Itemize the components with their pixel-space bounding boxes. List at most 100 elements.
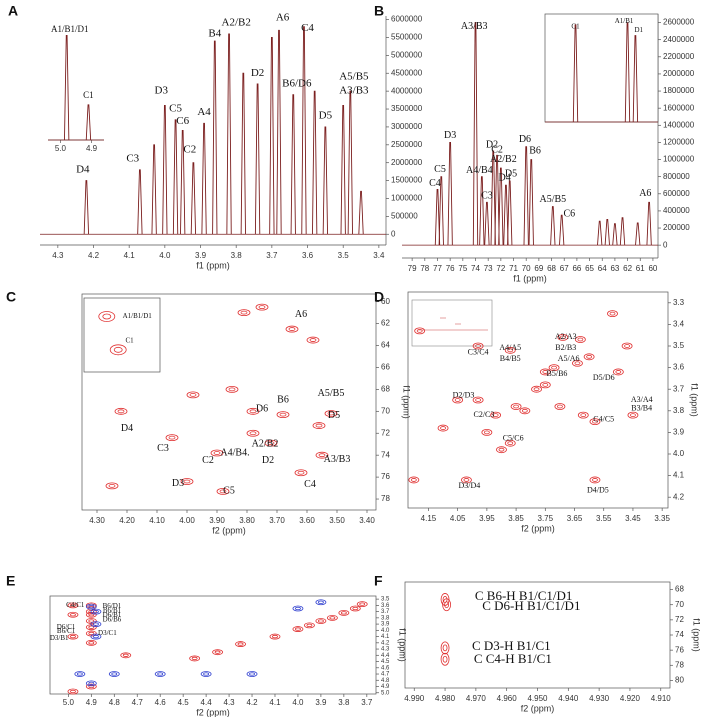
contour-peak [452,396,464,404]
contour-inner [475,344,482,348]
contour-outer [583,353,595,361]
x-tick-label: 3.65 [567,514,583,523]
peak-label: A6 [295,309,307,320]
peak [597,220,603,246]
y-tick-label: 3.7 [381,609,390,615]
y-tick-label: 2400000 [663,35,695,44]
x-tick-label: 5.0 [55,144,67,153]
x-tick-label: 3.60 [299,516,315,525]
peak-label: C3 [126,153,139,165]
contour-outer [237,309,251,317]
x-axis-label: f2 (ppm) [521,703,555,713]
contour-inner [592,419,598,424]
x-tick-label: 3.35 [654,514,670,523]
contour-inner [117,409,125,414]
contour-peak [67,688,79,695]
contour-inner [624,344,631,348]
x-tick-label: 4.00 [179,516,195,525]
peak [635,222,641,246]
peak-label: D3 [155,85,169,97]
contour-peak [85,639,97,646]
contour-outer [154,671,166,677]
contour-inner [213,451,221,455]
contour-outer [264,439,278,447]
contour-inner [454,398,461,402]
contour-peak [67,633,79,640]
contour-outer [85,639,97,646]
y-tick-label: 400000 [663,206,690,215]
peak [276,29,282,235]
y-tick-label: 4.1 [381,634,390,640]
peak-label: B6 [529,145,541,156]
x-tick-label: 4.20 [119,516,135,525]
x-tick-label: 73 [484,264,493,273]
contour-peak [264,439,278,447]
peak-label: C C4-H B1/C1 [474,651,552,666]
peak-label: C4/C1 [66,601,85,609]
contour-peak [237,309,251,317]
x-tick-label: 4.10 [149,516,165,525]
peak-label: C3 [157,443,169,454]
peak-label: C B6-H B1/C1/D1 [475,588,573,603]
contour-peak [539,381,551,389]
contour-peak [315,451,329,459]
contour-inner [492,413,499,418]
peak-label: D6 [256,403,268,414]
contour-inner [122,653,129,657]
plot-frame [544,13,659,123]
y-tick-label: 0 [391,229,396,238]
x-tick-label: 4.950 [527,694,548,703]
peak-label: D2/D3 [453,391,475,400]
contour-peak [306,336,320,344]
contour-outer [294,469,308,477]
plot-frame [83,297,161,373]
contour-peak [109,344,127,356]
peak [472,22,479,246]
contour-peak [496,446,507,454]
y-tick-label: 3000000 [391,122,423,131]
contour-inner [88,684,95,689]
contour-outer [577,411,589,419]
x-tick-label: 4.4 [201,698,213,707]
y-tick-label: 0 [663,240,668,249]
y-tick-label: 4.0 [673,449,685,458]
contour-inner [214,650,221,654]
y-tick-label: 4.2 [673,492,685,501]
contour-inner [168,435,176,440]
peak-label: A4/B4 [466,165,493,176]
y-tick-label: 64 [381,341,390,350]
contour-inner [70,603,76,608]
peak-label: C5 [223,486,235,497]
y-tick-label: 3.6 [673,363,685,372]
y-tick-label: 3.5 [381,597,390,603]
peak-label: C3/C4 [468,347,489,356]
contour-peak [189,655,201,662]
contour-peak [246,407,260,415]
y-tick-label: 5.0 [381,690,390,696]
contour-outer [67,688,79,695]
panel-letter: F [374,573,383,589]
peak [550,206,556,246]
y-tick-label: 70 [381,406,390,415]
contour-inner [88,619,95,623]
peak-label: C6 [176,115,189,127]
peak-label: C2 [202,455,214,466]
contour-peak [120,652,132,659]
contour-peak [442,598,451,612]
peak-label: C5 [169,103,182,115]
x-tick-label: 4.1 [269,698,281,707]
contour-outer [481,428,493,436]
peak [523,146,529,246]
x-tick-label: 3.80 [239,516,255,525]
contour-inner [352,606,359,611]
contour-peak [440,652,450,666]
contour-outer [472,396,484,404]
contour-inner [219,489,227,494]
contour-outer [108,671,120,677]
contour-outer [531,385,542,393]
panel-letter: C [6,289,16,305]
y-tick-label: 2000000 [391,158,423,167]
contour-inner [111,672,118,676]
peak-label: C1 [571,23,580,31]
y-tick-label: 4.1 [673,471,685,480]
